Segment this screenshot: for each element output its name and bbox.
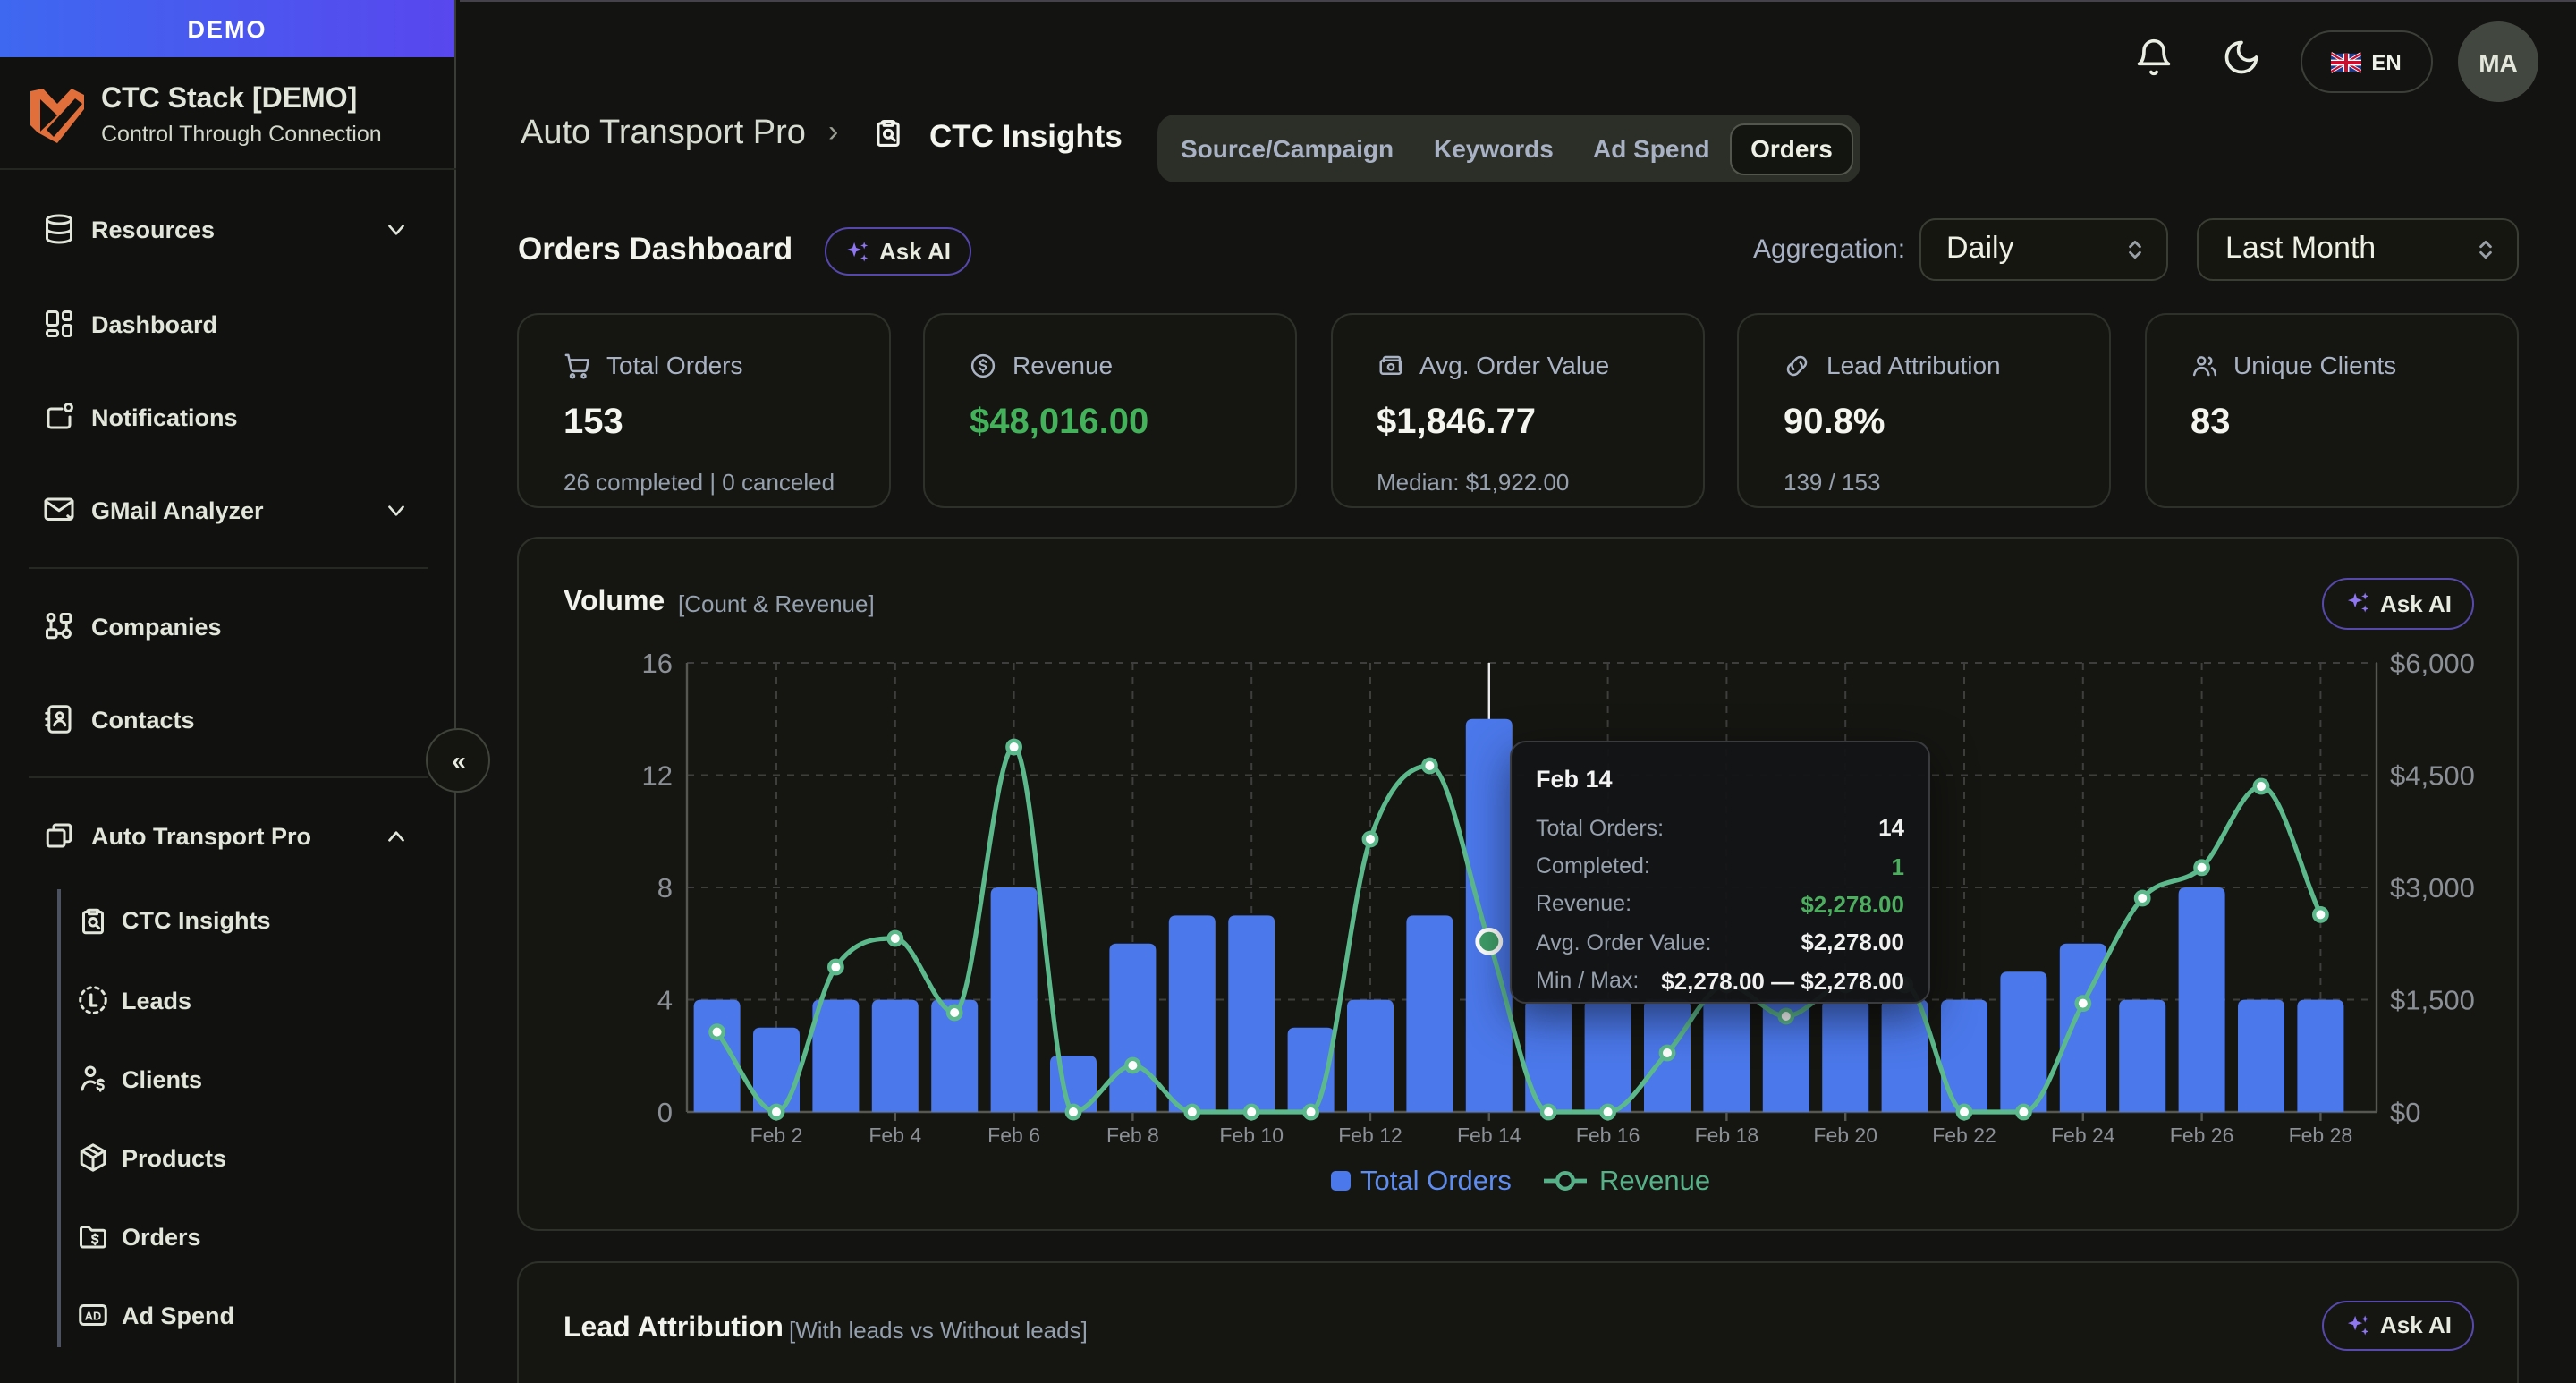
- svg-text:Feb 12: Feb 12: [1338, 1123, 1402, 1146]
- svg-text:Feb 8: Feb 8: [1106, 1123, 1159, 1146]
- svg-text:Feb 24: Feb 24: [2051, 1123, 2115, 1146]
- svg-text:Feb 26: Feb 26: [2170, 1123, 2234, 1146]
- svg-text:Feb 28: Feb 28: [2289, 1123, 2353, 1146]
- svg-text:$1,500: $1,500: [2390, 983, 2475, 1014]
- svg-text:Total Orders: Total Orders: [1360, 1164, 1512, 1195]
- svg-text:Revenue: Revenue: [1599, 1164, 1710, 1195]
- svg-text:8: 8: [657, 871, 673, 903]
- svg-text:Feb 6: Feb 6: [987, 1123, 1040, 1146]
- svg-text:0: 0: [657, 1096, 673, 1127]
- svg-text:Feb 18: Feb 18: [1695, 1123, 1759, 1146]
- svg-text:AD: AD: [85, 1309, 101, 1322]
- svg-text:Feb 4: Feb 4: [869, 1123, 921, 1146]
- svg-text:Feb 2: Feb 2: [750, 1123, 803, 1146]
- svg-text:$0: $0: [2390, 1096, 2420, 1127]
- svg-text:4: 4: [657, 983, 673, 1014]
- svg-text:Feb 16: Feb 16: [1576, 1123, 1640, 1146]
- svg-text:16: 16: [642, 647, 673, 678]
- svg-text:Feb 22: Feb 22: [1932, 1123, 1996, 1146]
- svg-text:$6,000: $6,000: [2390, 647, 2475, 678]
- svg-text:$3,000: $3,000: [2390, 871, 2475, 903]
- svg-text:Feb 10: Feb 10: [1219, 1123, 1284, 1146]
- svg-text:$4,500: $4,500: [2390, 759, 2475, 790]
- svg-text:Feb 20: Feb 20: [1813, 1123, 1877, 1146]
- svg-text:12: 12: [642, 759, 673, 790]
- svg-text:Feb 14: Feb 14: [1457, 1123, 1521, 1146]
